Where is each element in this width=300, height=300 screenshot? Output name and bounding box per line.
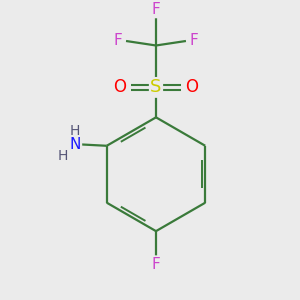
Text: F: F <box>190 34 199 49</box>
Text: F: F <box>152 2 160 17</box>
Text: H: H <box>70 124 80 138</box>
Text: H: H <box>58 149 68 163</box>
Text: S: S <box>150 78 162 96</box>
Text: O: O <box>185 78 198 96</box>
Text: N: N <box>70 137 81 152</box>
Text: F: F <box>152 256 160 272</box>
Text: F: F <box>113 34 122 49</box>
Text: O: O <box>114 78 127 96</box>
